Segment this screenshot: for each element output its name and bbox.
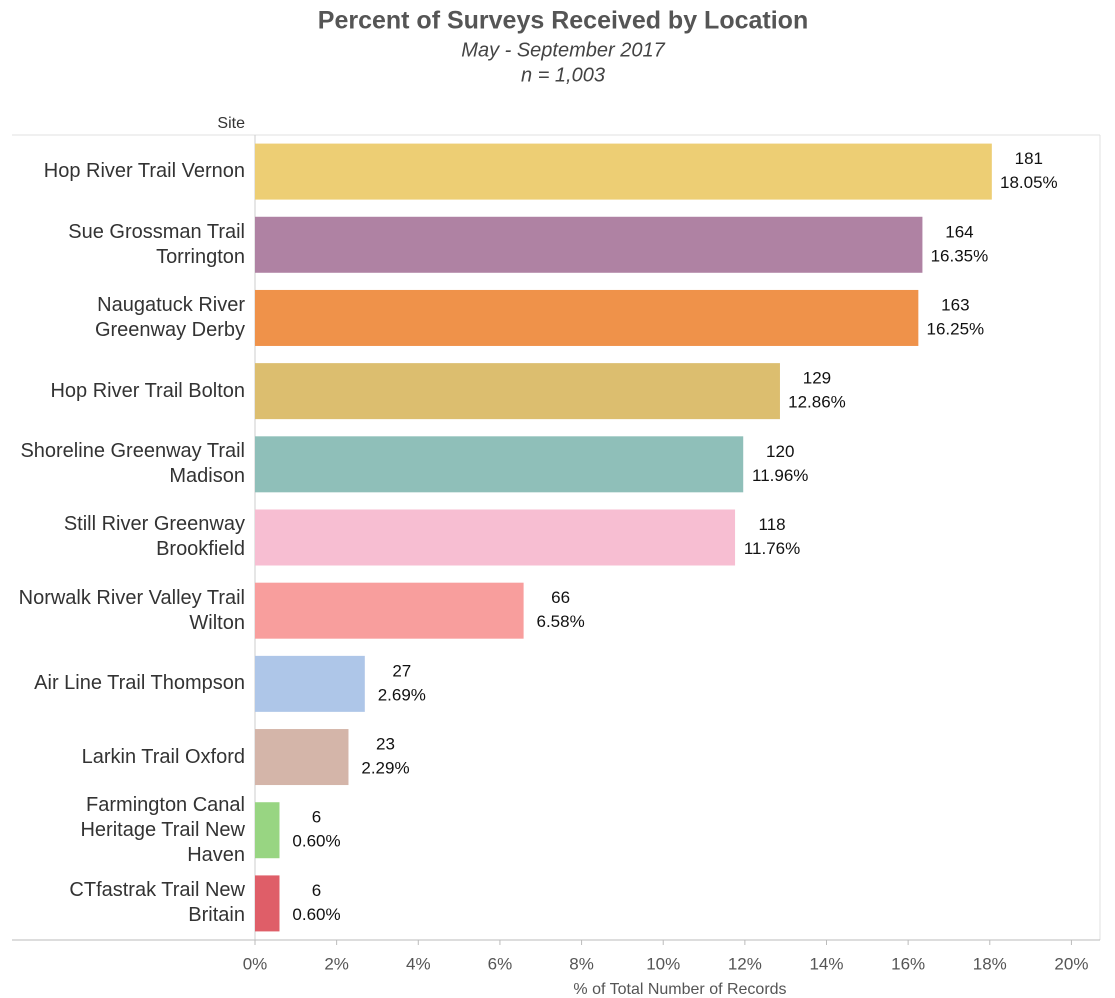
y-tick-label: Farmington Canal Heritage Trail New Have… bbox=[80, 793, 245, 866]
value-label: 12.86% bbox=[788, 393, 846, 412]
count-label: 163 bbox=[941, 295, 969, 314]
value-label: 18.05% bbox=[1000, 173, 1058, 192]
count-label: 23 bbox=[376, 735, 395, 754]
y-tick-label: Norwalk River Valley Trail Wilton bbox=[18, 586, 245, 634]
bar bbox=[255, 143, 992, 200]
x-tick-label: 10% bbox=[646, 954, 680, 973]
count-label: 181 bbox=[1015, 149, 1043, 168]
count-label: 6 bbox=[312, 881, 321, 900]
y-tick-label: Still River Greenway Brookfield bbox=[63, 513, 245, 561]
count-label: 118 bbox=[759, 515, 786, 534]
y-axis-label: Site bbox=[217, 115, 245, 132]
count-label: 120 bbox=[766, 442, 794, 461]
bar bbox=[255, 582, 524, 639]
y-tick-label: Air Line Trail Thompson bbox=[34, 672, 245, 695]
count-label: 6 bbox=[312, 808, 321, 827]
value-label: 11.76% bbox=[744, 539, 800, 558]
y-tick-label: Hop River Trail Vernon bbox=[43, 160, 245, 183]
count-label: 164 bbox=[945, 222, 973, 241]
y-tick-label: CTfastrak Trail New Britain bbox=[69, 879, 245, 927]
bar bbox=[255, 655, 365, 712]
y-tick-label: Hop River Trail Bolton bbox=[50, 379, 245, 402]
x-tick-label: 12% bbox=[728, 954, 762, 973]
x-tick-label: 20% bbox=[1054, 954, 1088, 973]
count-label: 27 bbox=[392, 661, 411, 680]
value-label: 0.60% bbox=[292, 832, 340, 851]
bar bbox=[255, 289, 919, 346]
bar bbox=[255, 363, 780, 420]
x-tick-label: 4% bbox=[406, 954, 431, 973]
bar bbox=[255, 436, 744, 493]
value-label: 11.96% bbox=[752, 466, 808, 485]
x-tick-label: 6% bbox=[488, 954, 513, 973]
value-label: 16.25% bbox=[927, 319, 985, 338]
y-tick-label: Shoreline Greenway Trail Madison bbox=[20, 440, 245, 488]
chart-subtitle: May - September 2017 bbox=[461, 39, 665, 61]
y-tick-label: Naugatuck River Greenway Derby bbox=[94, 293, 245, 341]
y-tick-label: Sue Grossman Trail Torrington bbox=[68, 220, 245, 268]
chart-title: Percent of Surveys Received by Location bbox=[318, 7, 808, 35]
value-label: 2.69% bbox=[378, 685, 426, 704]
x-tick-label: 16% bbox=[891, 954, 925, 973]
chart-subtitle: n = 1,003 bbox=[521, 64, 605, 86]
y-tick-label: Larkin Trail Oxford bbox=[81, 745, 245, 768]
value-label: 0.60% bbox=[292, 905, 340, 924]
value-label: 16.35% bbox=[931, 246, 989, 265]
bar bbox=[255, 729, 349, 786]
value-label: 6.58% bbox=[537, 612, 585, 631]
x-tick-label: 2% bbox=[324, 954, 349, 973]
x-tick-label: 8% bbox=[569, 954, 594, 973]
bar bbox=[255, 802, 280, 859]
count-label: 66 bbox=[551, 588, 570, 607]
x-tick-label: 0% bbox=[243, 954, 268, 973]
bar bbox=[255, 216, 923, 273]
count-label: 129 bbox=[803, 369, 831, 388]
x-axis-label: % of Total Number of Records bbox=[573, 981, 786, 998]
bar bbox=[255, 509, 736, 566]
x-tick-label: 18% bbox=[973, 954, 1007, 973]
x-tick-label: 14% bbox=[809, 954, 843, 973]
value-label: 2.29% bbox=[361, 759, 409, 778]
bar bbox=[255, 875, 280, 932]
